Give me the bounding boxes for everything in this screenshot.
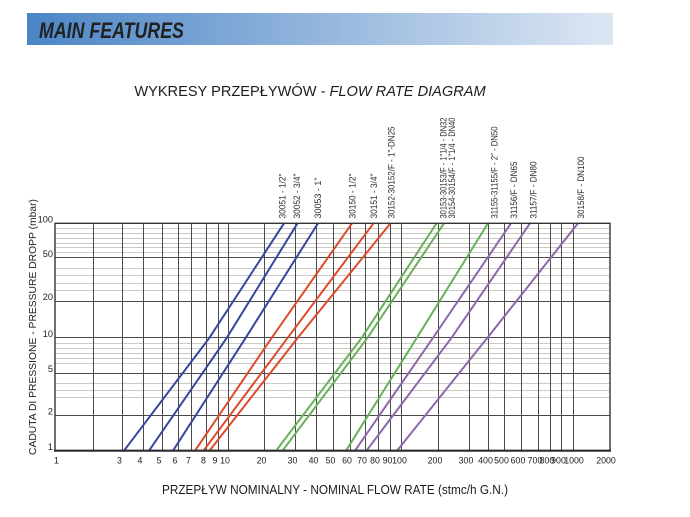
svg-text:60: 60 (342, 456, 352, 466)
svg-text:5: 5 (48, 364, 53, 374)
svg-text:100: 100 (392, 456, 407, 466)
svg-text:1: 1 (48, 442, 53, 452)
svg-text:30051 - 1/2": 30051 - 1/2" (278, 174, 288, 219)
svg-text:20: 20 (257, 456, 267, 466)
svg-text:200: 200 (428, 456, 443, 466)
svg-text:8: 8 (201, 456, 206, 466)
svg-text:WYKRESY PRZEPŁYWÓW - FLOW RATE: WYKRESY PRZEPŁYWÓW - FLOW RATE DIAGRAM (134, 83, 486, 100)
svg-text:30158/F - DN100: 30158/F - DN100 (576, 157, 586, 219)
svg-text:30154-30154/F - 1"1/4 - DN40: 30154-30154/F - 1"1/4 - DN40 (447, 118, 457, 219)
svg-text:40: 40 (309, 456, 319, 466)
svg-text:80: 80 (370, 456, 380, 466)
svg-text:PRZEPŁYW NOMINALNY - NOMINAL F: PRZEPŁYW NOMINALNY - NOMINAL FLOW RATE (… (162, 482, 508, 497)
svg-text:3: 3 (117, 456, 122, 466)
svg-text:50: 50 (326, 456, 336, 466)
svg-text:30153-30153/F - 1"1/4 - DN32: 30153-30153/F - 1"1/4 - DN32 (439, 118, 449, 219)
svg-text:500: 500 (494, 456, 509, 466)
svg-text:2: 2 (48, 406, 53, 416)
svg-text:5: 5 (157, 456, 162, 466)
svg-text:31157/F - DN80: 31157/F - DN80 (529, 162, 539, 219)
svg-text:6: 6 (173, 456, 178, 466)
svg-text:600: 600 (511, 456, 526, 466)
svg-text:100: 100 (38, 215, 53, 225)
svg-text:30152-30152/F - 1"-DN25: 30152-30152/F - 1"-DN25 (387, 127, 397, 219)
svg-text:30: 30 (288, 456, 298, 466)
svg-text:7: 7 (186, 456, 191, 466)
svg-text:30151 - 3/4": 30151 - 3/4" (369, 174, 379, 219)
svg-text:300: 300 (459, 456, 474, 466)
svg-text:700: 700 (528, 456, 543, 466)
svg-text:4: 4 (138, 456, 143, 466)
svg-text:70: 70 (357, 456, 367, 466)
svg-text:CADUTA DI PRESSIONE - PRESSURE: CADUTA DI PRESSIONE - PRESSURE DROPP (mb… (27, 199, 39, 455)
svg-text:31156/F - DN65: 31156/F - DN65 (509, 162, 519, 219)
svg-text:900: 900 (551, 456, 566, 466)
svg-text:30150 - 1/2": 30150 - 1/2" (348, 174, 358, 219)
svg-text:30052 - 3/4": 30052 - 3/4" (292, 174, 302, 219)
svg-text:90: 90 (383, 456, 393, 466)
svg-text:10: 10 (43, 329, 53, 339)
svg-text:50: 50 (43, 249, 53, 259)
svg-text:2000: 2000 (596, 456, 616, 466)
svg-text:800: 800 (540, 456, 555, 466)
svg-text:1000: 1000 (564, 456, 584, 466)
svg-text:9: 9 (213, 456, 218, 466)
svg-text:20: 20 (43, 292, 53, 302)
svg-text:30053 - 1": 30053 - 1" (313, 178, 323, 219)
svg-text:400: 400 (478, 456, 493, 466)
svg-text:1: 1 (54, 456, 59, 466)
svg-text:31155-31155/F - 2" - DN50: 31155-31155/F - 2" - DN50 (490, 127, 500, 219)
svg-text:10: 10 (220, 456, 230, 466)
